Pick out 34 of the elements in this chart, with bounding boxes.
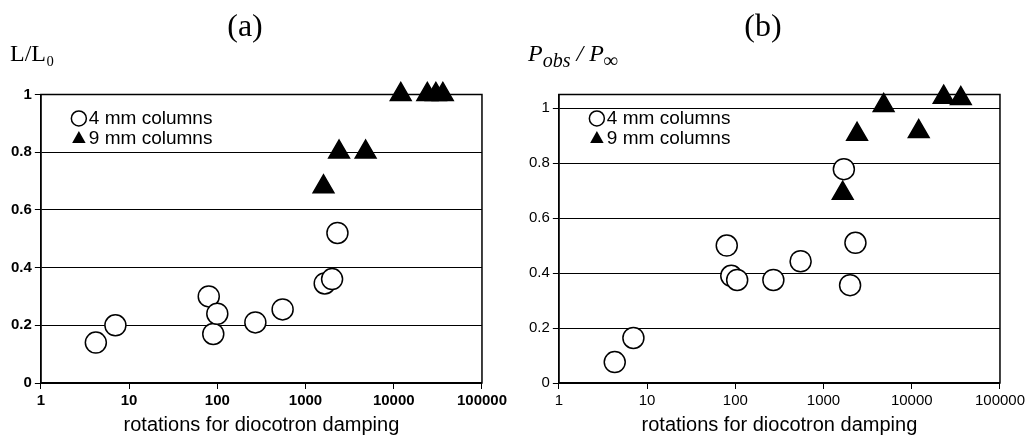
x-tick-label: 1000 xyxy=(288,391,323,409)
x-axis-title: rotations for diocotron damping xyxy=(641,412,918,435)
chart-title: (a) xyxy=(227,6,263,43)
x-tick-label: 100 xyxy=(722,391,748,409)
legend-label: 4 mm columns xyxy=(88,106,213,128)
x-tick-label: 10000 xyxy=(890,391,933,409)
legend-label: 9 mm columns xyxy=(88,126,213,148)
y-tick-label: 0.4 xyxy=(528,263,550,281)
x-tick-label: 1 xyxy=(554,391,564,409)
y-tick-label: 0 xyxy=(23,373,32,391)
x-tick-label: 100 xyxy=(204,391,230,409)
y-tick-label: 0 xyxy=(541,373,550,391)
x-tick-label: 10000 xyxy=(372,391,415,409)
y-tick-label: 0.2 xyxy=(10,315,32,333)
legend-label: 4 mm columns xyxy=(606,106,731,128)
x-tick-label: 10 xyxy=(638,391,656,409)
y-axis-title: P$_{obs}$ / P$_{∞}$ xyxy=(528,40,619,72)
y-tick-label: 0.8 xyxy=(10,142,32,160)
y-tick-label: 0.8 xyxy=(528,153,550,171)
x-tick-label: 100000 xyxy=(974,391,1025,409)
x-tick-label: 10 xyxy=(120,391,138,409)
x-tick-label: 100000 xyxy=(456,391,507,409)
x-axis-title: rotations for diocotron damping xyxy=(123,412,400,435)
y-axis-title: L/L₀ xyxy=(10,40,55,67)
y-tick-label: 0.6 xyxy=(10,199,32,217)
legend-label: 9 mm columns xyxy=(606,126,731,148)
y-tick-label: 0.6 xyxy=(528,208,550,226)
x-tick-label: 1000 xyxy=(806,391,841,409)
x-tick-label: 1 xyxy=(36,391,46,409)
y-tick-label: 1 xyxy=(541,98,550,116)
y-tick-label: 0.2 xyxy=(528,318,550,336)
chart-title: (b) xyxy=(744,6,782,43)
y-tick-label: 1 xyxy=(23,84,32,102)
y-tick-label: 0.4 xyxy=(10,257,33,275)
